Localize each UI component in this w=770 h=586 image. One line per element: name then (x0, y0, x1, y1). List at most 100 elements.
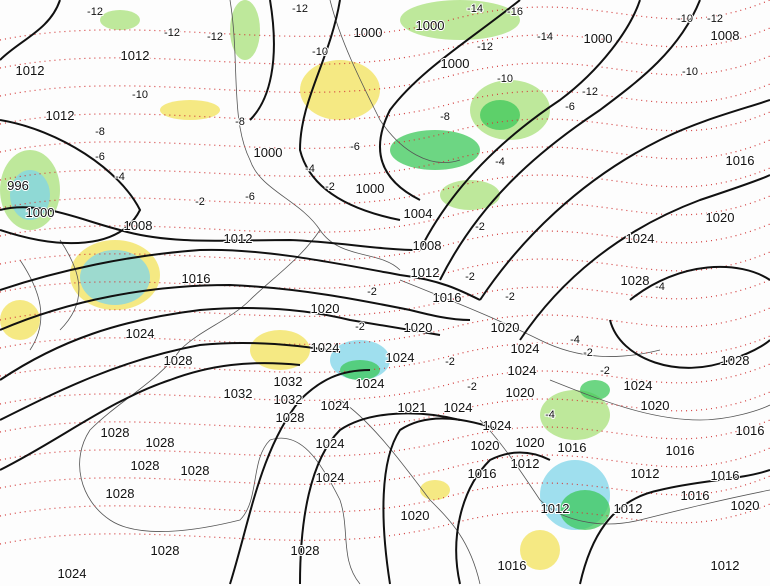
isotherm-label: -4 (570, 334, 580, 346)
coastline (329, 0, 461, 163)
isobar-line (609, 265, 770, 369)
isobar-label: 1016 (711, 468, 740, 483)
isotherm-label: -10 (677, 13, 693, 25)
isobar-label: 1012 (614, 501, 643, 516)
isobar-label: 1016 (666, 443, 695, 458)
isobar-label: 1032 (274, 392, 303, 407)
isotherm-label: -4 (115, 171, 125, 183)
isotherm-label: -8 (95, 126, 105, 138)
isotherm-label: -4 (305, 163, 315, 175)
isotherm-label: -12 (477, 41, 493, 53)
isobar-label: 1000 (441, 56, 470, 71)
isotherm-label: -12 (292, 3, 308, 15)
isobar-label: 1020 (491, 320, 520, 335)
isotherm-label: -2 (600, 365, 610, 377)
isobar-label: 1028 (131, 458, 160, 473)
isobar-line (579, 469, 770, 585)
isotherm-label: -4 (655, 281, 665, 293)
isotherm-label: -10 (312, 46, 328, 58)
isotherm-line (0, 27, 770, 69)
isobar-line (382, 417, 501, 585)
isobar-label: 1020 (506, 385, 535, 400)
isobar-line (455, 451, 551, 585)
isotherm-label: -10 (682, 66, 698, 78)
coastline (79, 349, 271, 532)
isotherm-label: -10 (497, 73, 513, 85)
precipitation-area (300, 60, 380, 120)
isobar-label: 1000 (26, 205, 55, 220)
isotherm-label: -4 (545, 409, 555, 421)
isobar-label: 1032 (224, 386, 253, 401)
isotherm-line (0, 335, 770, 377)
isobar-label: 1012 (411, 265, 440, 280)
isobar-label: 1021 (398, 400, 427, 415)
isobar-line (0, 0, 61, 61)
isobar-label: 1028 (146, 435, 175, 450)
precipitation-area (580, 380, 610, 400)
coastline (19, 239, 80, 351)
isobar-line (439, 0, 701, 281)
isobar-label: 1008 (413, 238, 442, 253)
isotherm-line (0, 251, 770, 293)
isobar-label: 1004 (404, 206, 433, 221)
isotherm-label: -6 (350, 141, 360, 153)
isobar-label: 1024 (483, 418, 512, 433)
isotherm-line (0, 0, 770, 41)
isobar-label: 1024 (316, 436, 345, 451)
precipitation-area (0, 300, 40, 340)
isobar-label: 1020 (311, 301, 340, 316)
isobar-label: 1012 (511, 456, 540, 471)
isobar-line (0, 206, 421, 251)
isotherm-line (0, 111, 770, 153)
isobar-line (519, 174, 770, 341)
isobar-label: 1012 (224, 231, 253, 246)
isotherm-line (0, 55, 770, 97)
precipitation-area (160, 100, 220, 120)
isotherm-label: -2 (355, 321, 365, 333)
coastline (339, 399, 481, 585)
isobar-label: 1024 (356, 376, 385, 391)
precipitation-area (390, 130, 480, 170)
isotherm-label: -6 (565, 101, 575, 113)
isotherm-line (0, 363, 770, 405)
isobar-line (0, 248, 481, 301)
isotherm-label: -6 (95, 151, 105, 163)
isobar-label: 1016 (558, 440, 587, 455)
isobar-label: 1020 (641, 398, 670, 413)
isotherm-line (0, 279, 770, 321)
isotherm-label: -2 (465, 271, 475, 283)
isobar-label: 1028 (164, 353, 193, 368)
coastline (399, 279, 661, 357)
isobar-line (299, 412, 461, 585)
isotherm-line (0, 139, 770, 181)
isotherm-line (0, 419, 770, 461)
isobar-label: 1000 (254, 145, 283, 160)
isobar-label: 1024 (386, 350, 415, 365)
isobar-label: 1020 (706, 210, 735, 225)
isotherm-label: -16 (507, 6, 523, 18)
isobar-line (229, 369, 371, 585)
isotherm-label: -8 (235, 116, 245, 128)
isobar-label: 1016 (498, 558, 527, 573)
isobar-line (479, 99, 770, 301)
isotherm-label: -8 (440, 111, 450, 123)
coastline (479, 419, 770, 525)
isobar-label: 1020 (401, 508, 430, 523)
isobar-label: 1024 (58, 566, 87, 581)
precipitation-area (480, 100, 520, 130)
isobar-label: 1024 (126, 326, 155, 341)
isobar-label: 1012 (711, 558, 740, 573)
precipitation-area (440, 180, 500, 210)
isotherm-label: -2 (325, 181, 335, 193)
isotherm-line (0, 391, 770, 433)
isotherm-label: -2 (445, 356, 455, 368)
isobar-line (419, 0, 641, 251)
isobar-label: 1016 (468, 466, 497, 481)
isobar-label: 1028 (151, 543, 180, 558)
isobar-label: 1016 (433, 290, 462, 305)
isotherm-label: -12 (207, 31, 223, 43)
isobar-label: 1020 (516, 435, 545, 450)
isobar-label: 1000 (356, 181, 385, 196)
